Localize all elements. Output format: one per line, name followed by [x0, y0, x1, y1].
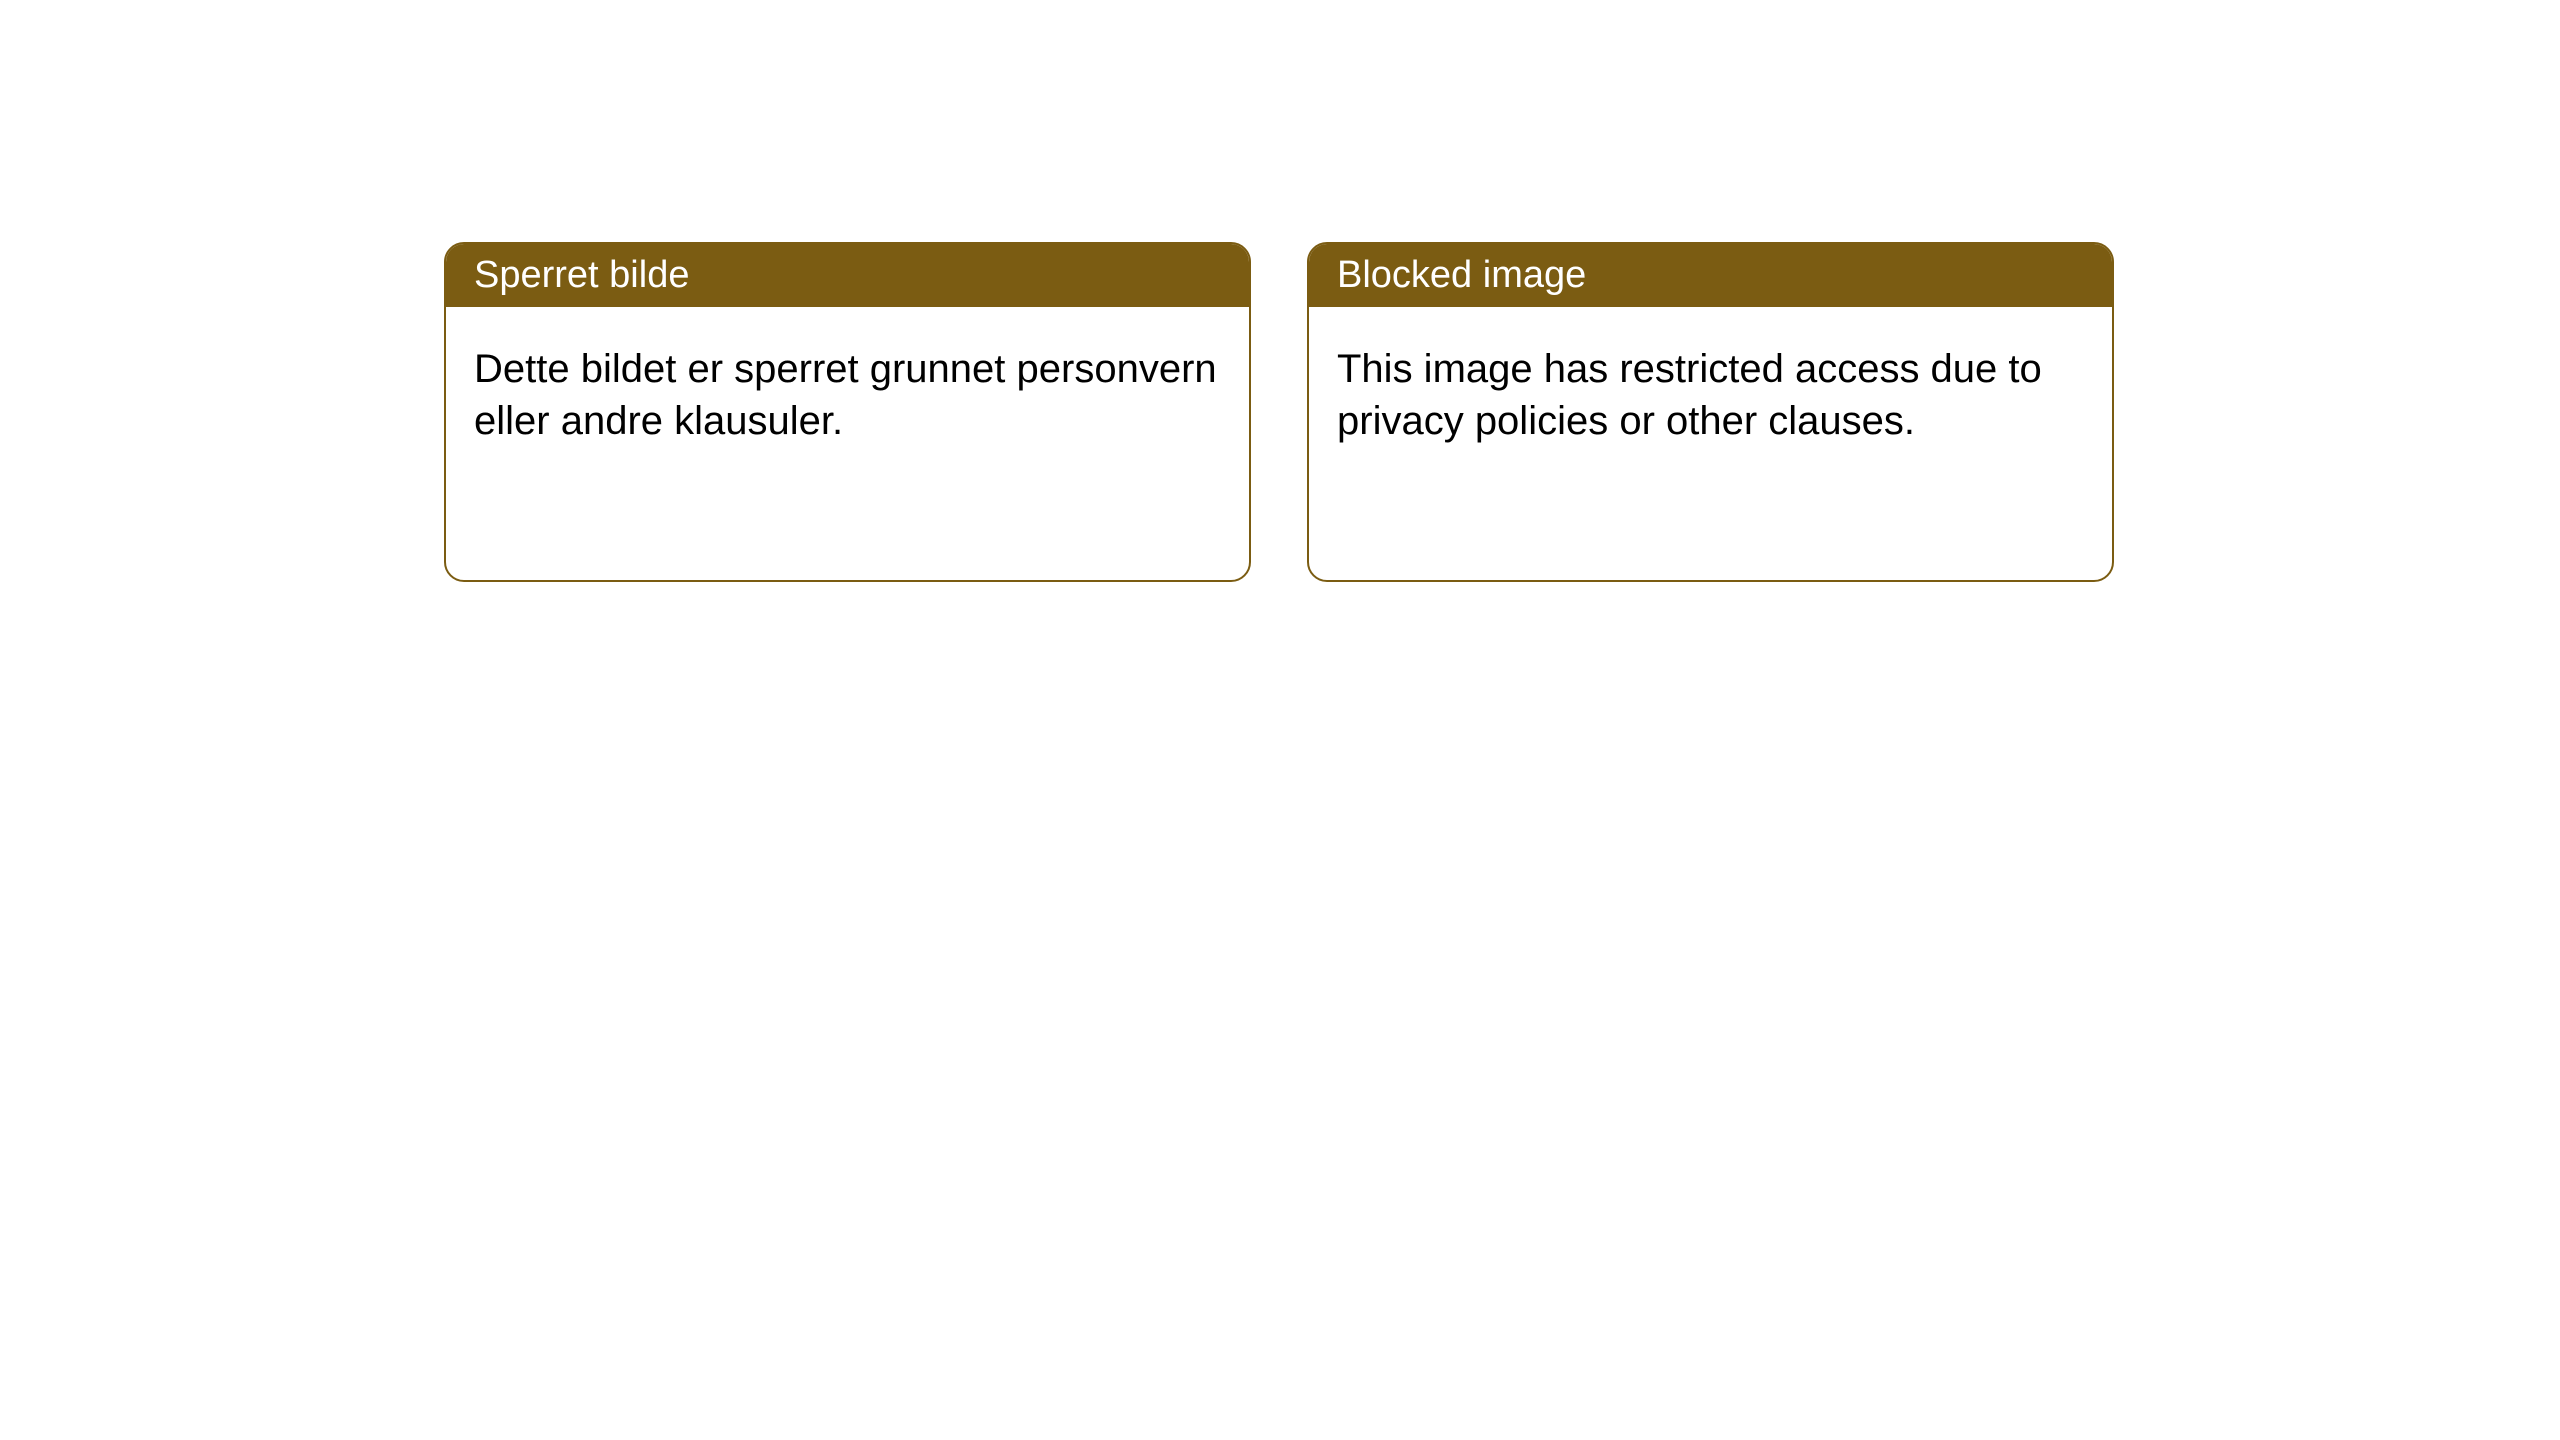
- notice-card-english: Blocked image This image has restricted …: [1307, 242, 2114, 582]
- notice-card-body: This image has restricted access due to …: [1309, 307, 2112, 483]
- notice-card-title: Blocked image: [1309, 244, 2112, 307]
- notice-card-title: Sperret bilde: [446, 244, 1249, 307]
- notice-card-body: Dette bildet er sperret grunnet personve…: [446, 307, 1249, 483]
- notice-card-norwegian: Sperret bilde Dette bildet er sperret gr…: [444, 242, 1251, 582]
- notice-container: Sperret bilde Dette bildet er sperret gr…: [0, 0, 2560, 582]
